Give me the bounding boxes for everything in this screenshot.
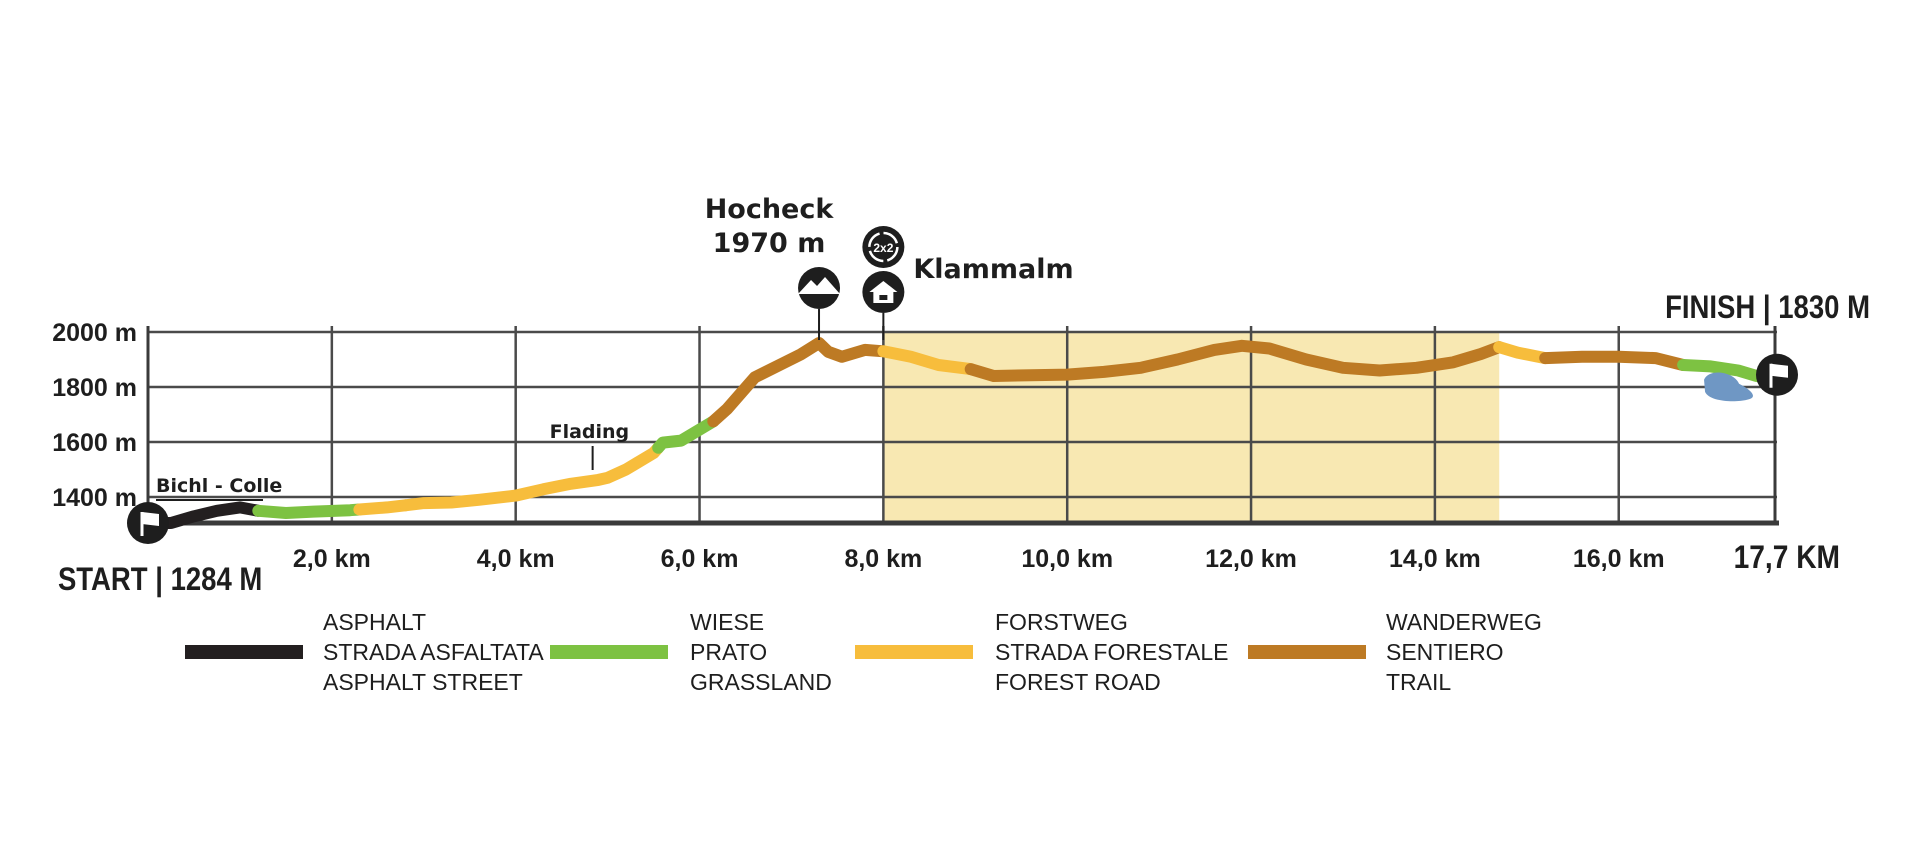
profile-segment-forest-road bbox=[877, 345, 977, 376]
legend-item-trail: WANDERWEG SENTIERO TRAIL bbox=[1248, 609, 1542, 695]
legend-swatch bbox=[855, 645, 973, 659]
start-flag-icon bbox=[127, 502, 169, 544]
poi-label-hocheck: Hocheck bbox=[705, 194, 835, 225]
poi-label-flading: Flading bbox=[550, 421, 630, 443]
end-distance-label: 17,7 KM bbox=[1734, 540, 1840, 575]
y-tick-label: 2000 m bbox=[52, 319, 137, 347]
legend-label: GRASSLAND bbox=[690, 669, 832, 695]
legend-swatch bbox=[550, 645, 668, 659]
legend-label: WANDERWEG bbox=[1386, 609, 1542, 635]
legend-label: ASPHALT STREET bbox=[323, 669, 523, 695]
x-tick-label: 4,0 km bbox=[477, 545, 555, 573]
profile-segment-forest-road bbox=[1493, 341, 1552, 365]
legend: ASPHALT STRADA ASFALTATA ASPHALT STREET WIE… bbox=[185, 609, 1542, 695]
mountain-peak-icon bbox=[798, 267, 841, 309]
bike-2x2-icon: 2x2 bbox=[862, 226, 905, 268]
poi-elevation-hocheck: 1970 m bbox=[713, 228, 826, 259]
x-tick-label: 12,0 km bbox=[1205, 545, 1297, 573]
markers: 2x2 bbox=[127, 226, 1798, 544]
profile-segment-trail bbox=[1539, 350, 1690, 371]
finish-flag-icon bbox=[1756, 353, 1798, 396]
profile-segment-trail bbox=[707, 337, 890, 428]
legend-label: SENTIERO bbox=[1386, 639, 1504, 665]
legend-label: FOREST ROAD bbox=[995, 669, 1161, 695]
poi-label-klammalm: Klammalm bbox=[913, 254, 1073, 285]
poi-label-bichl-colle: Bichl - Colle bbox=[156, 475, 282, 497]
legend-swatch bbox=[185, 645, 303, 659]
profile-segment-forest-road bbox=[399, 441, 665, 512]
legend-item-forest-road: FORSTWEG STRADA FORESTALE FOREST ROAD bbox=[855, 609, 1228, 695]
labels: 1400 m 1600 m 1800 m 2000 m 2,0 km 4,0 km 6,0 … bbox=[52, 194, 1870, 598]
profile-segment-grassland bbox=[652, 415, 720, 454]
profile-segment-forest-road bbox=[353, 499, 412, 516]
bike-2x2-text: 2x2 bbox=[873, 241, 893, 255]
finish-label: FINISH | 1830 M bbox=[1665, 290, 1870, 325]
legend-label: STRADA ASFALTATA bbox=[323, 639, 544, 665]
legend-swatch bbox=[1248, 645, 1366, 659]
grid bbox=[148, 326, 1777, 523]
lake-icon bbox=[1704, 372, 1753, 402]
start-label: START | 1284 M bbox=[58, 562, 262, 597]
x-tick-label: 2,0 km bbox=[293, 545, 371, 573]
y-tick-label: 1400 m bbox=[52, 484, 137, 512]
legend-label: WIESE bbox=[690, 609, 764, 635]
profile-segment-trail bbox=[964, 339, 1506, 382]
legend-label: PRATO bbox=[690, 639, 767, 665]
legend-item-grassland: WIESE PRATO GRASSLAND bbox=[550, 609, 832, 695]
y-tick-label: 1800 m bbox=[52, 374, 137, 402]
x-tick-label: 14,0 km bbox=[1389, 545, 1481, 573]
legend-label: TRAIL bbox=[1386, 669, 1451, 695]
x-tick-label: 16,0 km bbox=[1573, 545, 1665, 573]
y-tick-label: 1600 m bbox=[52, 429, 137, 457]
hut-icon bbox=[862, 271, 905, 313]
legend-label: FORSTWEG bbox=[995, 609, 1128, 635]
x-tick-label: 6,0 km bbox=[661, 545, 739, 573]
x-tick-label: 8,0 km bbox=[844, 545, 922, 573]
legend-item-asphalt: ASPHALT STRADA ASFALTATA ASPHALT STREET bbox=[185, 609, 544, 695]
legend-label: ASPHALT bbox=[323, 609, 426, 635]
profile-segment-grassland bbox=[252, 503, 366, 519]
x-tick-label: 10,0 km bbox=[1021, 545, 1113, 573]
legend-label: STRADA FORESTALE bbox=[995, 639, 1228, 665]
